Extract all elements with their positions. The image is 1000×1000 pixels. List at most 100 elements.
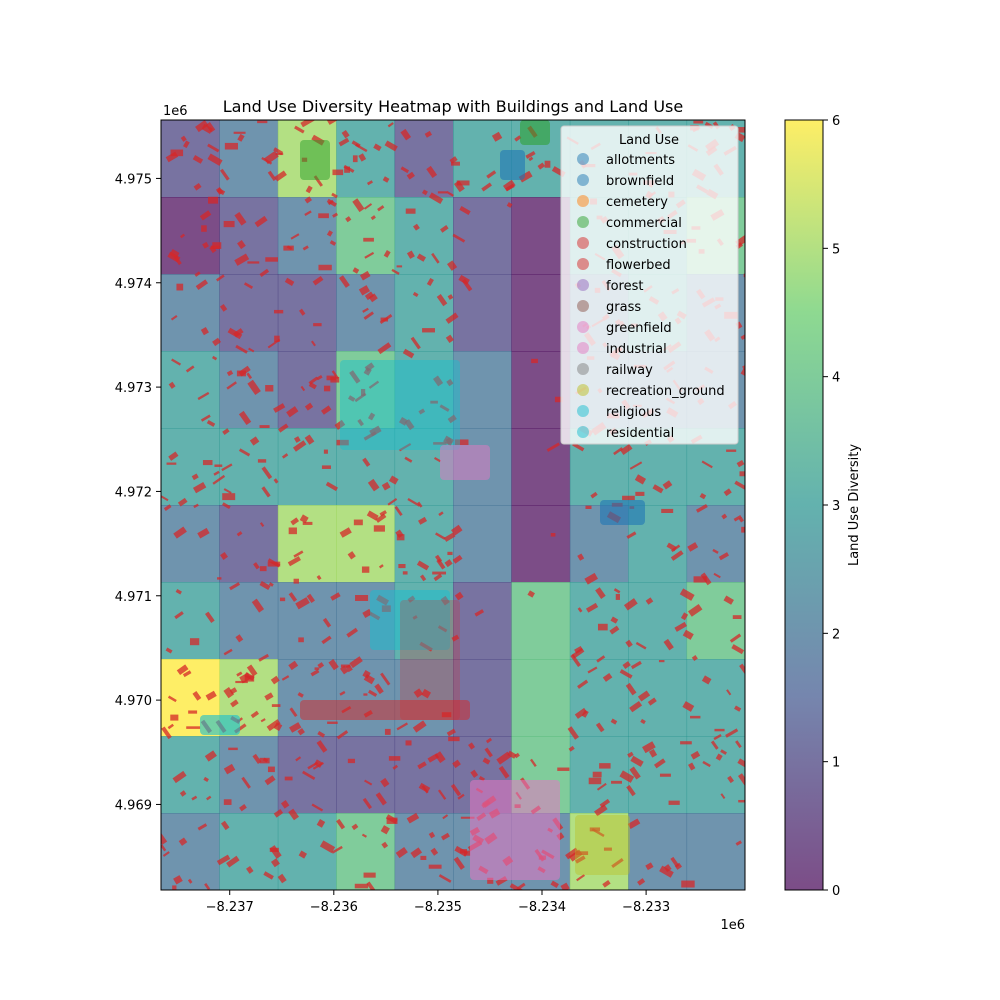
building-footprint	[418, 782, 431, 793]
building-footprint	[452, 554, 463, 564]
building-footprint	[445, 334, 454, 344]
building-footprint	[420, 574, 427, 582]
building-footprint	[637, 690, 651, 702]
building-footprint	[258, 653, 269, 662]
building-footprint	[384, 728, 391, 735]
building-footprint	[355, 595, 369, 601]
building-footprint	[186, 726, 201, 729]
heatmap-cell	[511, 351, 571, 429]
building-footprint	[527, 590, 535, 598]
y-tick-label: 4.974	[115, 277, 152, 292]
building-footprint	[185, 365, 195, 373]
building-footprint	[442, 814, 449, 820]
legend-marker	[577, 405, 589, 417]
building-footprint	[451, 634, 460, 642]
building-footprint	[507, 750, 517, 759]
building-footprint	[179, 233, 186, 239]
building-footprint	[735, 740, 742, 749]
building-footprint	[454, 845, 468, 857]
building-footprint	[193, 182, 202, 191]
building-footprint	[273, 722, 283, 731]
building-footprint	[228, 747, 238, 751]
building-footprint	[377, 342, 392, 355]
building-footprint	[629, 766, 641, 780]
x-offset-label: 1e6	[720, 918, 745, 933]
building-footprint	[732, 615, 742, 619]
building-footprint	[453, 856, 465, 870]
building-footprint	[297, 728, 305, 736]
building-footprint	[182, 670, 192, 678]
building-footprint	[738, 127, 745, 133]
building-footprint	[216, 854, 231, 866]
building-footprint	[288, 527, 297, 535]
building-footprint	[238, 365, 251, 377]
legend-label: greenfield	[606, 321, 672, 336]
building-footprint	[474, 609, 485, 617]
heatmap-cell	[511, 428, 571, 506]
building-footprint	[204, 750, 217, 762]
building-footprint	[234, 253, 250, 266]
building-footprint	[247, 261, 260, 264]
building-footprint	[260, 718, 266, 723]
building-footprint	[404, 456, 413, 463]
building-footprint	[321, 635, 332, 645]
building-footprint	[316, 575, 322, 581]
building-footprint	[725, 728, 739, 738]
building-footprint	[300, 385, 306, 392]
building-footprint	[188, 710, 198, 714]
building-footprint	[609, 625, 620, 635]
building-footprint	[330, 592, 341, 601]
building-footprint	[284, 277, 295, 287]
legend-marker	[577, 342, 589, 354]
building-footprint	[215, 187, 224, 195]
legend-label: cemetery	[606, 195, 668, 210]
building-footprint	[364, 251, 375, 259]
heatmap-cell	[161, 736, 220, 814]
building-footprint	[234, 211, 247, 226]
building-footprint	[206, 795, 212, 801]
building-footprint	[223, 687, 235, 699]
building-footprint	[233, 131, 246, 134]
building-footprint	[380, 672, 391, 686]
building-footprint	[448, 736, 460, 742]
building-footprint	[340, 664, 351, 668]
building-footprint	[599, 763, 611, 769]
building-footprint	[589, 827, 601, 832]
building-footprint	[740, 331, 745, 340]
building-footprint	[647, 697, 657, 706]
building-footprint	[405, 740, 412, 746]
heatmap-cell	[686, 505, 745, 583]
building-footprint	[167, 695, 177, 703]
building-footprint	[161, 832, 168, 845]
building-footprint	[331, 192, 338, 199]
building-footprint	[417, 761, 427, 770]
building-footprint	[581, 709, 589, 718]
building-footprint	[382, 176, 390, 183]
building-footprint	[637, 878, 646, 886]
y-tick-label: 4.972	[115, 485, 152, 500]
legend-label: brownfield	[606, 174, 674, 189]
building-footprint	[174, 611, 184, 620]
building-footprint	[340, 665, 349, 675]
building-footprint	[413, 688, 424, 698]
building-footprint	[348, 395, 356, 402]
building-footprint	[443, 532, 456, 542]
legend-label: railway	[606, 363, 653, 378]
building-footprint	[544, 160, 551, 168]
colorbar-tick-label: 3	[832, 499, 840, 514]
building-footprint	[461, 278, 473, 292]
building-footprint	[451, 161, 460, 166]
building-footprint	[737, 773, 745, 786]
heatmap-cell	[336, 197, 396, 275]
building-footprint	[687, 542, 699, 552]
building-footprint	[663, 638, 674, 651]
building-footprint	[339, 690, 346, 696]
building-footprint	[392, 764, 399, 770]
landuse-patch	[500, 150, 525, 180]
building-footprint	[162, 851, 170, 857]
building-footprint	[311, 803, 324, 812]
building-footprint	[349, 370, 361, 384]
building-footprint	[312, 762, 324, 770]
building-footprint	[311, 340, 316, 347]
building-footprint	[203, 776, 209, 783]
